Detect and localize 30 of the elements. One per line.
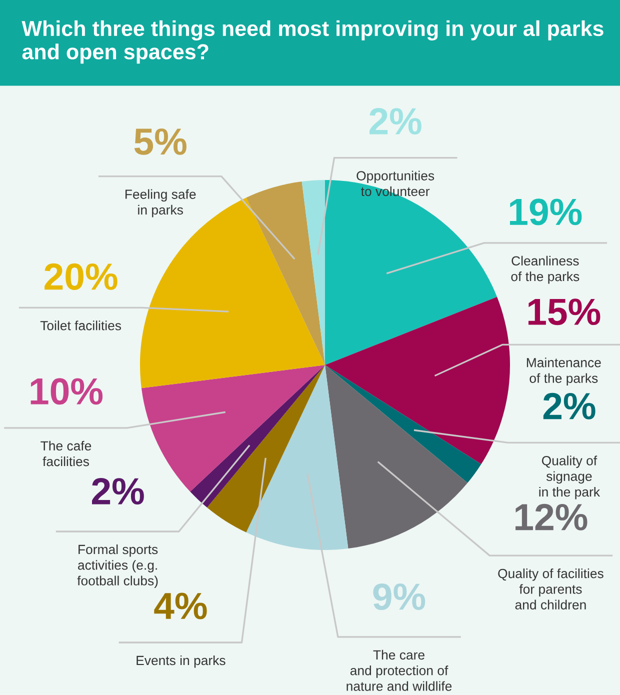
pie-slice <box>302 180 325 365</box>
data-label: 5% <box>134 128 186 155</box>
data-label: 12% <box>516 504 588 530</box>
pie-slice <box>325 296 510 464</box>
slice-label: Maintenance of the parks <box>526 358 601 386</box>
slice-label: Quality of signage in the park <box>539 456 600 500</box>
pie-slice <box>190 365 325 508</box>
slice-label: Formal sports activities (e.g. football clubs) <box>77 544 158 588</box>
pie-slice <box>246 365 348 550</box>
slice-label: The care and protection of nature and wildlife <box>346 650 452 691</box>
pie-slice <box>246 181 325 365</box>
slice-label: Cleanliness of the parks <box>511 256 580 284</box>
pie-slice <box>325 365 482 483</box>
chart-title: Which three things need most improving in your al parks and open spaces? <box>22 20 604 64</box>
data-label: 2% <box>543 392 596 420</box>
slice-label: Feeling safe in parks <box>125 189 196 218</box>
data-label: 15% <box>528 298 600 326</box>
pie-slice <box>325 365 468 549</box>
slice-label: Events in parks <box>136 655 226 668</box>
data-label: 19% <box>510 198 582 226</box>
data-label: 2% <box>370 108 422 134</box>
slice-label: Toilet facilities <box>40 320 122 330</box>
data-label: 2% <box>92 478 144 504</box>
slice-label: Quality of facilities for parents and children <box>498 568 604 610</box>
data-label: 20% <box>44 263 118 290</box>
data-label: 10% <box>30 378 103 405</box>
slice-label: The cafe facilities <box>40 440 92 466</box>
data-label: 9% <box>373 583 426 610</box>
data-label: 4% <box>154 592 207 620</box>
pie-slice <box>207 365 325 532</box>
